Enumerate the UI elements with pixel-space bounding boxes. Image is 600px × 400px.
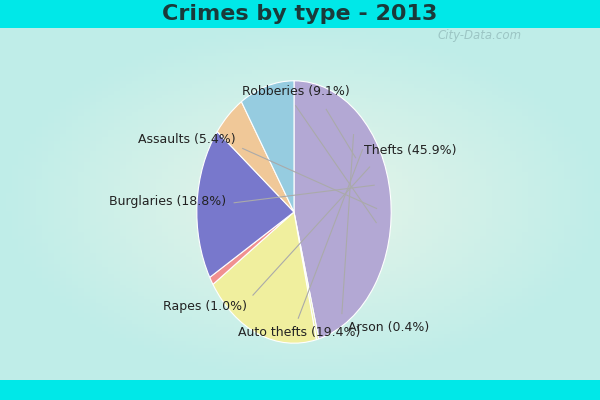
Wedge shape	[294, 81, 391, 339]
Text: Crimes by type - 2013: Crimes by type - 2013	[163, 4, 437, 24]
Wedge shape	[213, 212, 316, 343]
Text: Rapes (1.0%): Rapes (1.0%)	[163, 300, 247, 313]
Wedge shape	[217, 102, 294, 212]
Text: Burglaries (18.8%): Burglaries (18.8%)	[109, 195, 226, 208]
Wedge shape	[210, 212, 294, 284]
Text: Assaults (5.4%): Assaults (5.4%)	[138, 133, 236, 146]
Wedge shape	[241, 81, 294, 212]
Text: Thefts (45.9%): Thefts (45.9%)	[364, 144, 457, 157]
Text: Arson (0.4%): Arson (0.4%)	[349, 321, 430, 334]
Text: Robberies (9.1%): Robberies (9.1%)	[242, 85, 350, 98]
Text: Auto thefts (19.4%): Auto thefts (19.4%)	[238, 326, 360, 339]
Text: City-Data.com: City-Data.com	[438, 30, 522, 42]
Wedge shape	[197, 132, 294, 277]
Wedge shape	[294, 212, 319, 340]
